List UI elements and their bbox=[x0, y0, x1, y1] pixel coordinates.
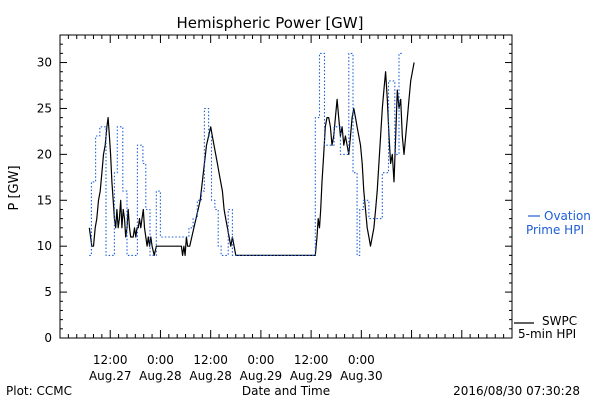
y-tick-label: 10 bbox=[37, 239, 52, 253]
series-line-ovation bbox=[89, 52, 404, 256]
legend-swpc-line2: 5-min HPI bbox=[518, 327, 576, 341]
legend-ovation: Ovation Prime HPI bbox=[526, 209, 591, 237]
y-tick-label: 0 bbox=[44, 331, 52, 345]
x-tick-label-time: 12:00 bbox=[294, 353, 329, 367]
x-tick-label-time: 12:00 bbox=[93, 353, 128, 367]
legend-swpc: SWPC 5-min HPI bbox=[514, 314, 577, 341]
y-tick-label: 25 bbox=[37, 101, 52, 115]
x-tick-label-time: 0:00 bbox=[348, 353, 375, 367]
y-tick-label: 20 bbox=[37, 147, 52, 161]
x-tick-label-date: Aug.27 bbox=[89, 369, 132, 383]
x-tick-label-date: Aug.29 bbox=[240, 369, 283, 383]
x-tick-label-time: 12:00 bbox=[193, 353, 228, 367]
y-axis-label: P [GW] bbox=[7, 165, 22, 210]
y-tick-label: 15 bbox=[37, 193, 52, 207]
y-tick-label: 30 bbox=[37, 56, 52, 70]
chart-title: Hemispheric Power [GW] bbox=[177, 14, 364, 32]
footer-credit: Plot: CCMC bbox=[6, 384, 72, 398]
series-line-swpc bbox=[88, 62, 415, 256]
plot-frame bbox=[59, 34, 513, 339]
x-tick-label-date: Aug.28 bbox=[139, 369, 182, 383]
y-axis-ticks: 0 5 10 15 20 25 30 bbox=[37, 34, 512, 345]
series-group bbox=[88, 52, 415, 256]
footer-timestamp: 2016/08/30 07:30:28 bbox=[453, 384, 580, 398]
x-tick-label-date: Aug.28 bbox=[189, 369, 232, 383]
legend-swpc-line1: SWPC bbox=[542, 314, 577, 328]
legend-ovation-line1: Ovation bbox=[544, 209, 591, 223]
x-axis-ticks: 12:00 Aug.27 0:00 Aug.28 12:00 Aug.28 0:00 Aug.… bbox=[67, 35, 505, 383]
y-tick-label: 5 bbox=[44, 285, 52, 299]
legend-ovation-line2: Prime HPI bbox=[526, 223, 584, 237]
x-tick-label-time: 0:00 bbox=[247, 353, 274, 367]
x-tick-label-time: 0:00 bbox=[147, 353, 174, 367]
x-tick-label-date: Aug.30 bbox=[340, 369, 383, 383]
x-tick-label-date: Aug.29 bbox=[290, 369, 333, 383]
x-axis-label: Date and Time bbox=[242, 384, 330, 398]
